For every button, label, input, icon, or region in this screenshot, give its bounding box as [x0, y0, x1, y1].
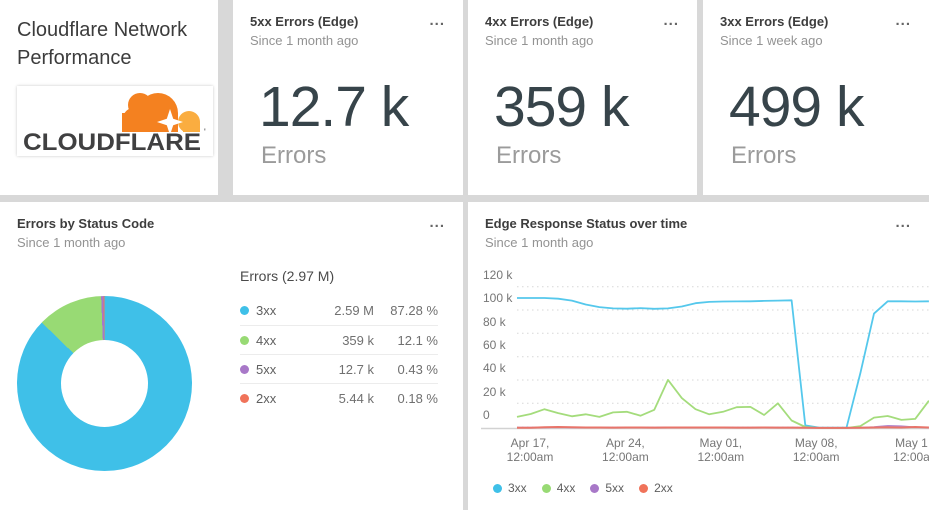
- donut-legend-table: Errors (2.97 M) 3xx 2.59 M 87.28 % 4xx 3…: [240, 268, 438, 412]
- series-dot-3xx: [240, 306, 249, 315]
- donut-legend-header: Errors (2.97 M): [240, 268, 335, 284]
- svg-text:40 k: 40 k: [483, 361, 507, 375]
- stat-label: Errors: [496, 142, 562, 169]
- svg-text:60 k: 60 k: [483, 338, 507, 352]
- table-row: 4xx 359 k 12.1 %: [240, 325, 438, 354]
- widget-title: Edge Response Status over time: [485, 216, 688, 231]
- row-percent: 12.1 %: [397, 332, 438, 348]
- stat-card-3xx: 3xx Errors (Edge) Since 1 week ago ... 4…: [703, 0, 929, 195]
- series-lines: [516, 297, 929, 429]
- svg-text:120 k: 120 k: [483, 268, 513, 282]
- svg-text:May 01,: May 01,: [699, 436, 742, 450]
- row-label: 3xx: [256, 303, 277, 318]
- errors-by-status-card: Errors by Status Code Since 1 month ago …: [0, 202, 463, 510]
- widget-title: 5xx Errors (Edge): [250, 14, 359, 29]
- row-percent: 0.43 %: [397, 361, 438, 377]
- donut-hole: [61, 340, 148, 427]
- stat-value: 359 k: [494, 75, 629, 139]
- widget-timerange: Since 1 month ago: [250, 33, 359, 48]
- widget-timerange: Since 1 month ago: [485, 33, 594, 48]
- table-row: 3xx 2.59 M 87.28 %: [240, 296, 438, 325]
- y-axis-labels: 120 k 100 k 80 k 60 k 40 k 20 k 0: [483, 268, 513, 422]
- row-label: 4xx: [256, 332, 277, 348]
- logo-trademark: ': [204, 127, 206, 137]
- widget-title: Errors by Status Code: [17, 216, 155, 231]
- svg-text:20 k: 20 k: [483, 385, 507, 399]
- svg-text:80 k: 80 k: [483, 315, 507, 329]
- widget-menu-button[interactable]: ...: [895, 214, 911, 231]
- stat-value: 499 k: [729, 75, 864, 139]
- row-percent: 0.18 %: [397, 390, 438, 406]
- row-value: 5.44 k: [338, 390, 374, 406]
- series-line-3xx: [517, 297, 929, 429]
- stat-label: Errors: [731, 142, 797, 169]
- series-line-4xx: [516, 379, 929, 429]
- widget-title: 4xx Errors (Edge): [485, 14, 594, 29]
- series-dot-4xx: [541, 483, 551, 493]
- svg-text:12:00am: 12:00am: [697, 450, 744, 464]
- widget-menu-button[interactable]: ...: [429, 12, 445, 29]
- row-value: 12.7 k: [338, 361, 374, 377]
- legend-label: 2xx: [654, 481, 673, 495]
- widget-timerange: Since 1 month ago: [17, 235, 126, 250]
- cloudflare-cloud-icon: [122, 93, 200, 132]
- sparkle-icon: [157, 109, 183, 132]
- stat-card-4xx: 4xx Errors (Edge) Since 1 month ago ... …: [468, 0, 697, 195]
- svg-text:12:00a: 12:00a: [893, 450, 929, 464]
- svg-text:0: 0: [483, 408, 490, 422]
- line-chart[interactable]: 120 k 100 k 80 k 60 k 40 k 20 k 0 Apr 17…: [468, 257, 929, 472]
- svg-text:Apr 24,: Apr 24,: [606, 436, 645, 450]
- widget-timerange: Since 1 month ago: [485, 235, 594, 250]
- dashboard-title: Cloudflare Network Performance: [17, 19, 188, 69]
- widget-menu-button[interactable]: ...: [895, 12, 911, 29]
- stat-label: Errors: [261, 142, 327, 169]
- edge-response-card: Edge Response Status over time Since 1 m…: [468, 202, 929, 510]
- legend-item-4xx[interactable]: 4xx: [541, 481, 576, 495]
- cloudflare-logo-svg: CLOUDFLARE ': [23, 93, 206, 156]
- title-card: Cloudflare Network Performance CLOUDFLAR…: [0, 0, 218, 195]
- legend-item-3xx[interactable]: 3xx: [493, 481, 527, 495]
- widget-menu-button[interactable]: ...: [663, 12, 679, 29]
- row-percent: 87.28 %: [390, 303, 438, 318]
- widget-menu-button[interactable]: ...: [429, 214, 445, 231]
- line-chart-legend: 3xx 4xx 5xx 2xx: [493, 481, 673, 495]
- gridlines: [517, 286, 929, 428]
- logo-wordmark: CLOUDFLARE: [23, 129, 201, 156]
- legend-label: 4xx: [556, 481, 576, 495]
- row-value: 359 k: [342, 332, 374, 348]
- stat-value: 12.7 k: [259, 75, 409, 139]
- table-row: 2xx 5.44 k 0.18 %: [240, 383, 438, 412]
- legend-item-2xx[interactable]: 2xx: [639, 481, 673, 495]
- svg-text:12:00am: 12:00am: [793, 450, 840, 464]
- series-dot-2xx: [240, 393, 249, 403]
- svg-text:100 k: 100 k: [483, 291, 513, 305]
- cloudflare-logo: CLOUDFLARE ': [17, 86, 213, 156]
- legend-label: 5xx: [605, 481, 625, 495]
- row-label: 2xx: [256, 390, 277, 406]
- series-line-2xx: [516, 426, 929, 429]
- stat-card-5xx: 5xx Errors (Edge) Since 1 month ago ... …: [233, 0, 463, 195]
- series-dot-4xx: [240, 335, 249, 345]
- series-dot-5xx: [590, 483, 600, 493]
- svg-text:May 1: May 1: [895, 436, 928, 450]
- table-row: 5xx 12.7 k 0.43 %: [240, 354, 438, 383]
- series-dot-3xx: [493, 483, 502, 493]
- svg-text:12:00am: 12:00am: [602, 450, 649, 464]
- svg-text:12:00am: 12:00am: [507, 450, 554, 464]
- widget-title: 3xx Errors (Edge): [720, 14, 829, 29]
- legend-item-5xx[interactable]: 5xx: [590, 481, 624, 495]
- series-dot-5xx: [240, 364, 249, 374]
- series-dot-2xx: [639, 483, 649, 493]
- legend-label: 3xx: [508, 481, 527, 495]
- row-label: 5xx: [256, 361, 277, 377]
- svg-text:May 08,: May 08,: [795, 436, 838, 450]
- svg-text:Apr 17,: Apr 17,: [511, 436, 550, 450]
- widget-timerange: Since 1 week ago: [720, 33, 823, 48]
- x-axis-labels: Apr 17, 12:00am Apr 24, 12:00am May 01, …: [507, 436, 929, 464]
- donut-chart[interactable]: [17, 296, 192, 471]
- row-value: 2.59 M: [334, 303, 374, 318]
